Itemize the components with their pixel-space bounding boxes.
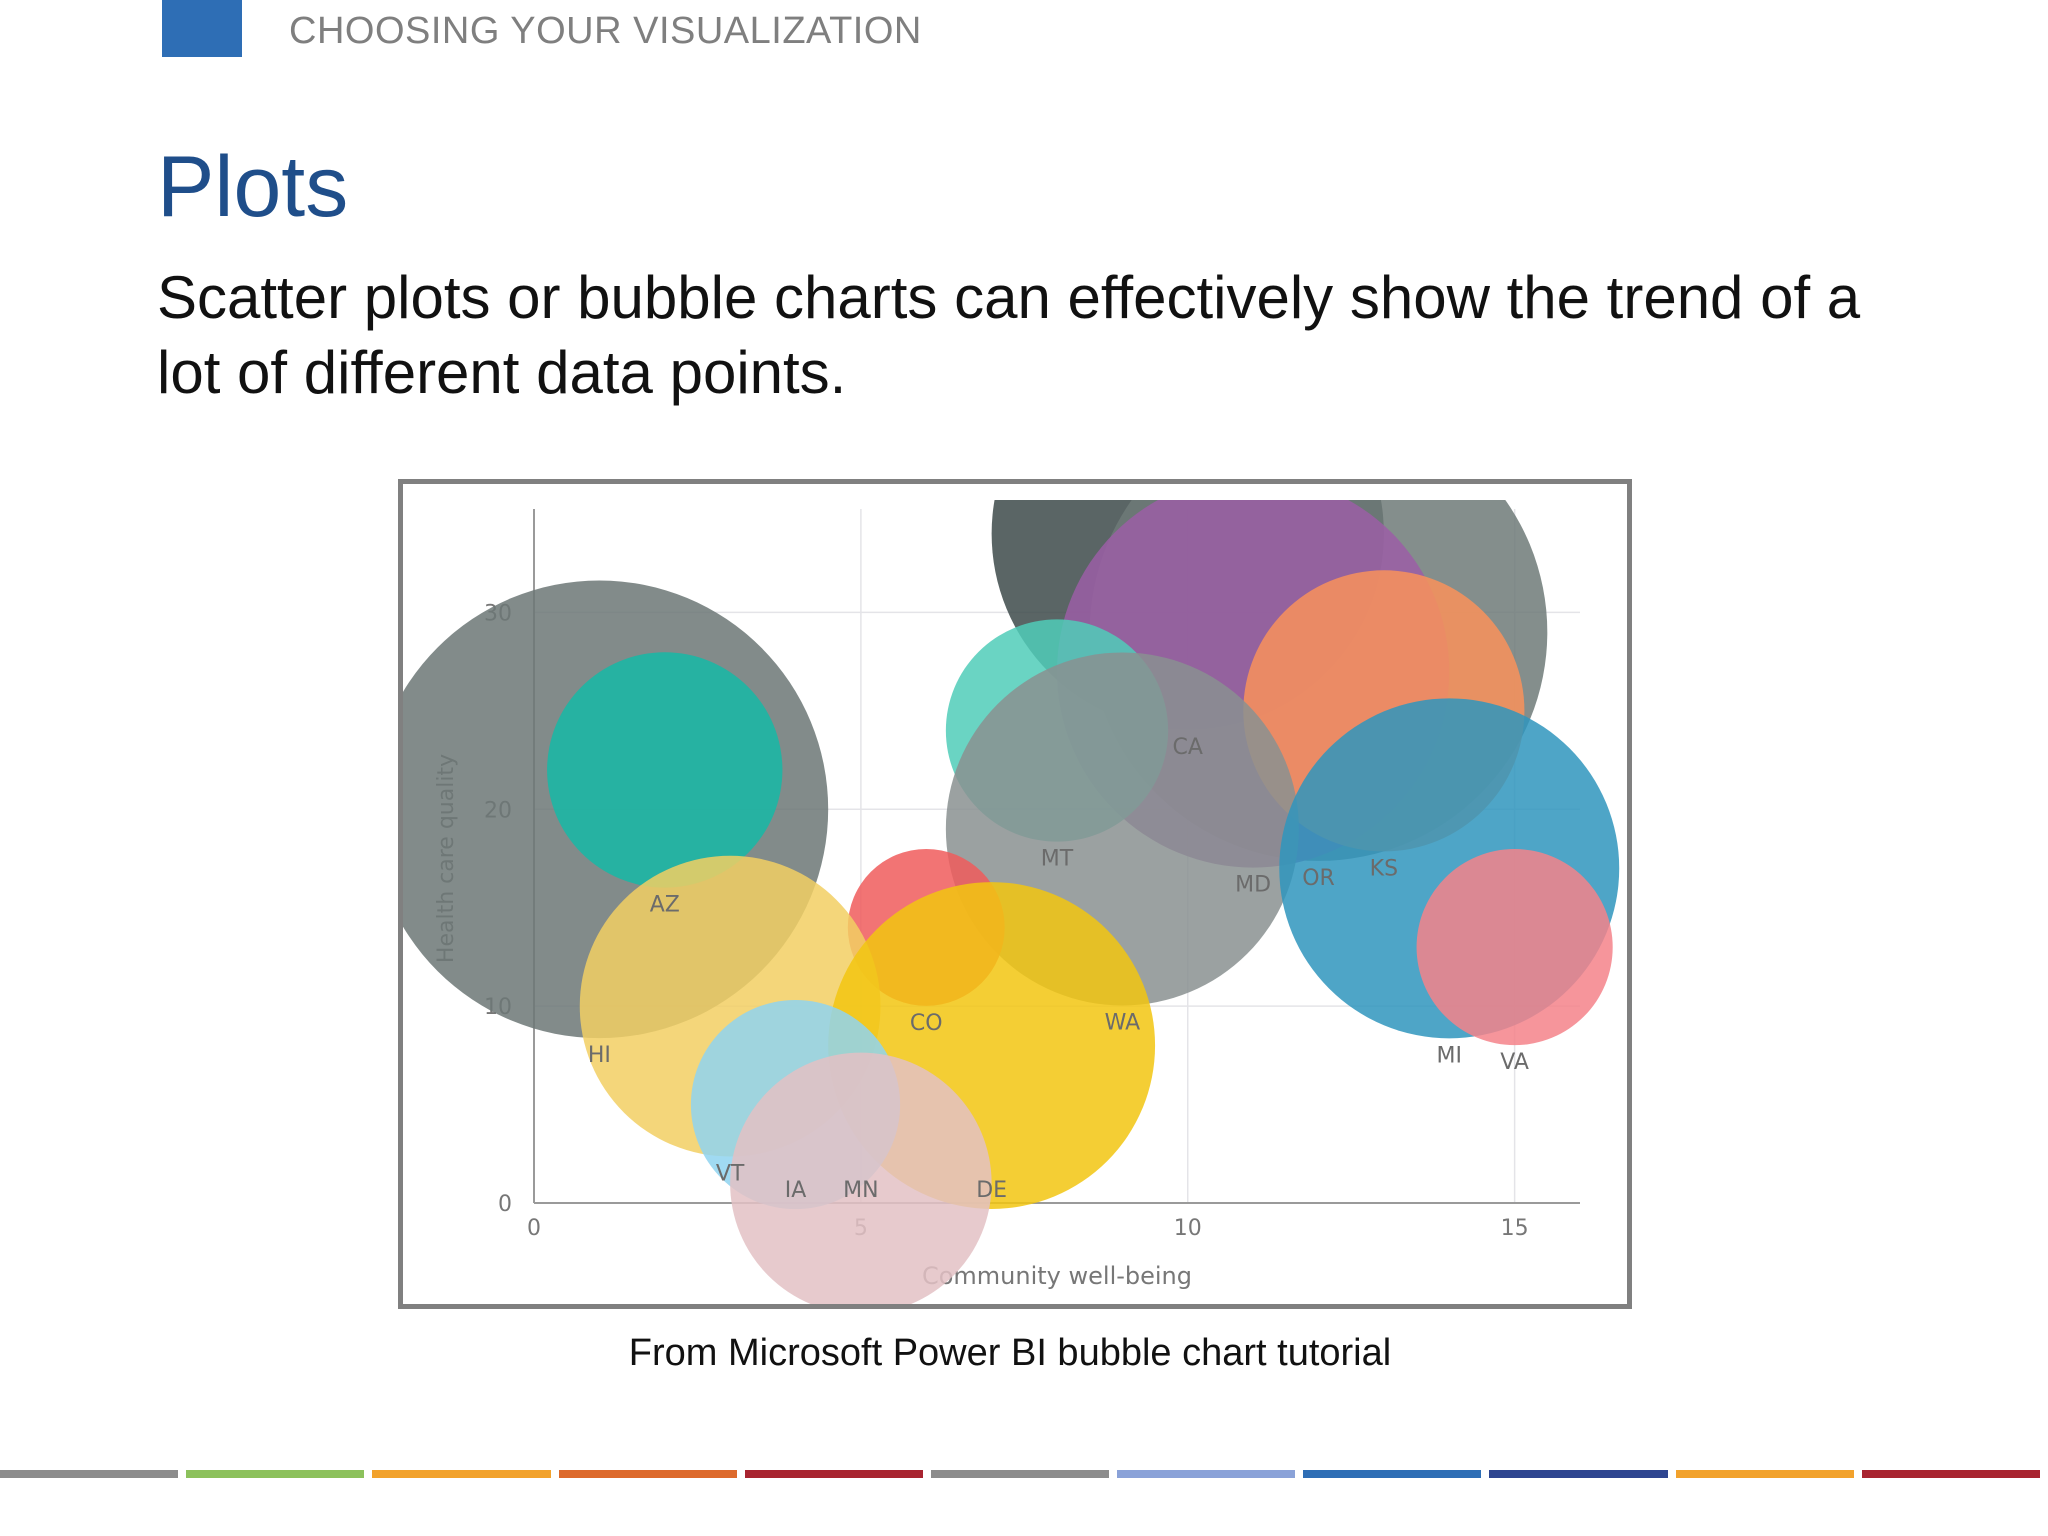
x-axis-title: Community well-being [922, 1262, 1192, 1290]
bubble-label: KS [1370, 856, 1398, 881]
bubble-mn [730, 1052, 992, 1304]
chart-caption: From Microsoft Power BI bubble chart tut… [628, 1332, 1392, 1374]
bubble-label: CA [1173, 735, 1203, 760]
bubble-label: MT [1041, 847, 1074, 872]
bubble-chart: 0102030051015Community well-beingHealth … [403, 500, 1620, 1304]
section-accent-square [162, 0, 242, 57]
bubble-az [547, 652, 783, 888]
bubble-label: AZ [650, 893, 680, 918]
bubble-label: MN [843, 1178, 878, 1203]
bubble-label: MD [1235, 873, 1271, 898]
bubble-label: VT [716, 1162, 745, 1187]
footer-color-segment [1675, 1470, 1854, 1478]
x-tick-label: 0 [527, 1216, 541, 1241]
footer-color-segment [1861, 1470, 2040, 1478]
x-tick-label: 10 [1174, 1216, 1202, 1241]
section-label: CHOOSING YOUR VISUALIZATION [289, 10, 922, 52]
footer-color-segment [372, 1470, 551, 1478]
footer-color-segment [1117, 1470, 1296, 1478]
slide-body-text: Scatter plots or bubble charts can effec… [157, 264, 1861, 406]
footer-color-segment [186, 1470, 365, 1478]
bubble-label: HI [588, 1043, 611, 1068]
bubble-label: OR [1302, 866, 1335, 891]
y-tick-label: 0 [498, 1192, 512, 1217]
footer-color-segment [930, 1470, 1110, 1478]
x-tick-label: 15 [1501, 1216, 1529, 1241]
footer-color-segment [1303, 1470, 1482, 1478]
footer-color-segment [744, 1470, 923, 1478]
footer-color-bar [0, 1470, 2048, 1478]
bubble-label: CO [910, 1011, 943, 1036]
footer-color-segment [1489, 1470, 1668, 1478]
bubble-chart-frame: 0102030051015Community well-beingHealth … [398, 479, 1632, 1309]
bubble-label: MI [1437, 1043, 1462, 1068]
slide-title: Plots [157, 139, 349, 235]
bubble-label: DE [976, 1178, 1007, 1203]
bubble-label: VA [1500, 1050, 1529, 1075]
footer-color-segment [558, 1470, 737, 1478]
footer-color-segment [0, 1470, 179, 1478]
bubble-label: IA [785, 1178, 807, 1203]
bubble-label: WA [1105, 1010, 1141, 1035]
bubble-va [1416, 849, 1613, 1046]
